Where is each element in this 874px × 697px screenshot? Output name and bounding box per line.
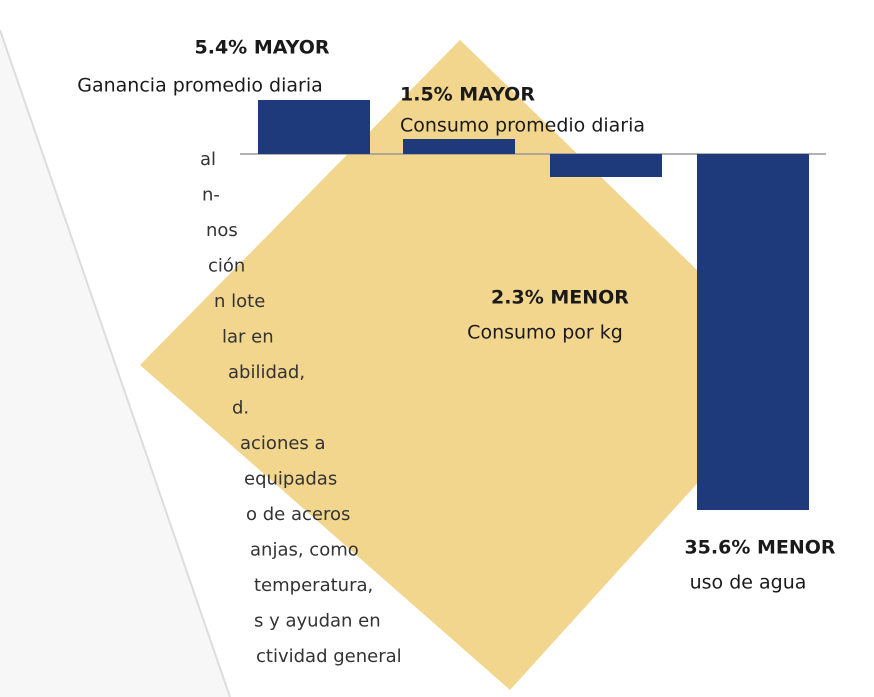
side-text-line: d. bbox=[232, 398, 249, 419]
category-label: Consumo promedio diaria bbox=[400, 115, 645, 137]
value-label: 1.5% MAYOR bbox=[400, 84, 535, 106]
side-text-line: anjas, como bbox=[250, 540, 359, 561]
bar bbox=[550, 154, 662, 177]
side-text-line: equipadas bbox=[244, 469, 337, 490]
category-label: Ganancia promedio diaria bbox=[77, 75, 323, 97]
bar bbox=[403, 139, 515, 154]
bar bbox=[697, 154, 809, 510]
bar bbox=[258, 100, 370, 154]
category-label: Consumo por kg bbox=[467, 322, 623, 344]
side-text-line: ción bbox=[208, 256, 245, 277]
side-text-line: n- bbox=[202, 185, 220, 206]
value-label: 2.3% MENOR bbox=[491, 287, 629, 309]
side-text-line: nos bbox=[206, 220, 238, 241]
side-text-line: n lote bbox=[214, 291, 265, 312]
side-text-line: al bbox=[200, 149, 216, 170]
page-edge bbox=[0, 29, 231, 697]
side-text-line: ctividad general bbox=[256, 646, 402, 667]
value-label: 5.4% MAYOR bbox=[195, 37, 330, 59]
side-text-line: temperatura, bbox=[254, 575, 373, 596]
category-label: uso de agua bbox=[690, 572, 807, 594]
side-text-line: abilidad, bbox=[228, 362, 305, 383]
side-text-line: aciones a bbox=[240, 433, 326, 454]
side-text-line: s y ayudan en bbox=[254, 611, 381, 632]
side-text-line: lar en bbox=[222, 327, 274, 348]
side-text-line: o de aceros bbox=[246, 504, 350, 525]
value-label: 35.6% MENOR bbox=[684, 537, 835, 559]
diamond bbox=[140, 40, 800, 690]
